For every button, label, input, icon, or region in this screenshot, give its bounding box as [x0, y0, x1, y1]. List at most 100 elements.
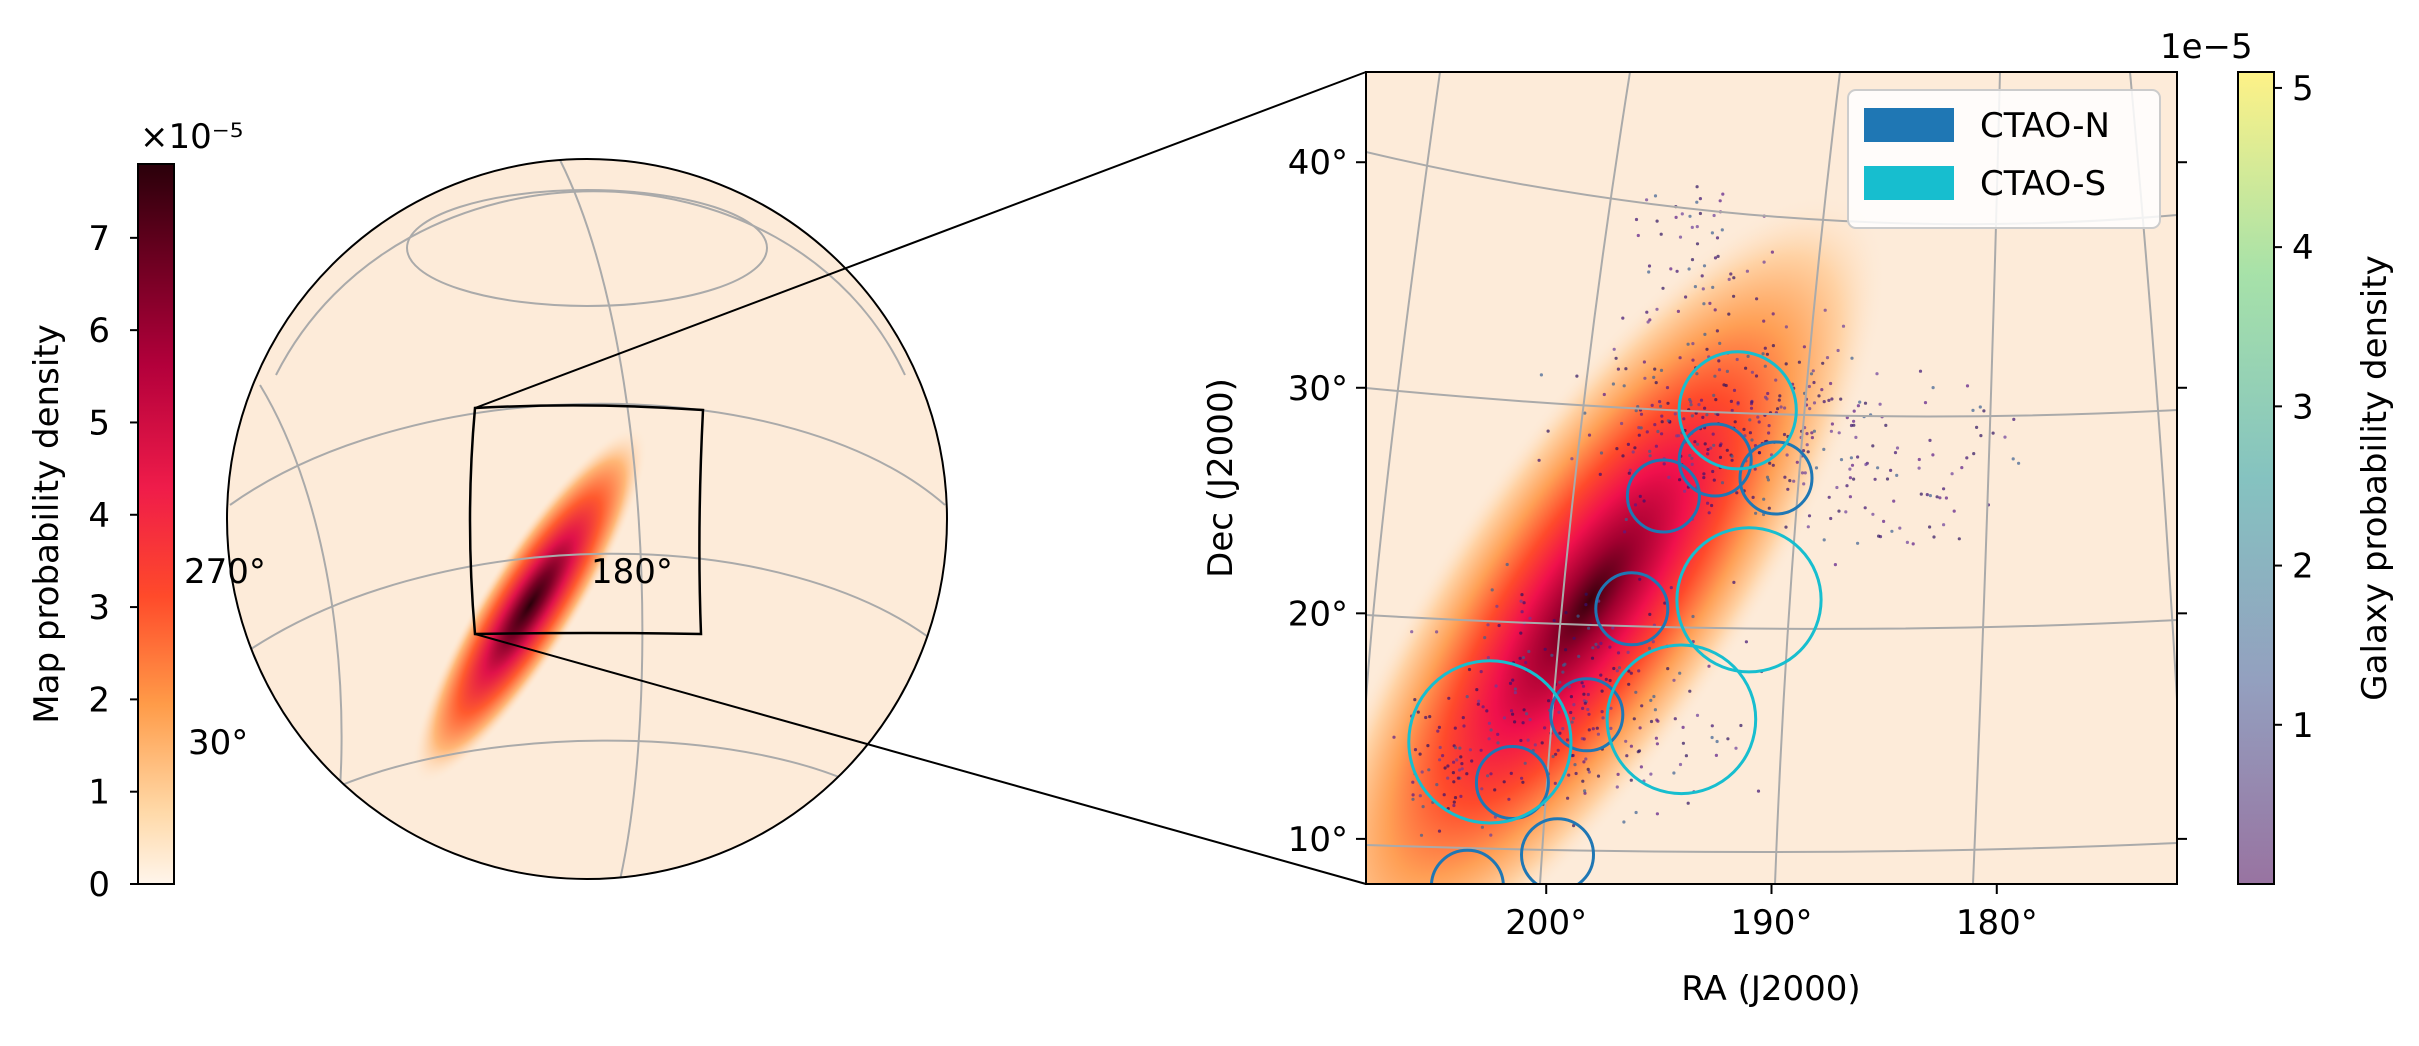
- galaxy-point: [1441, 754, 1445, 758]
- galaxy-point: [1931, 453, 1935, 457]
- galaxy-point: [1767, 506, 1771, 510]
- galaxy-point: [1757, 420, 1761, 424]
- map-colorbar-tick-label: 5: [88, 403, 110, 443]
- galaxy-point: [1783, 406, 1787, 410]
- galaxy-point: [1418, 752, 1422, 756]
- galaxy-point: [1701, 287, 1705, 291]
- galaxy-point: [1581, 684, 1586, 688]
- galaxy-point: [1710, 503, 1714, 508]
- x-tick-label: 190°: [1731, 903, 1813, 943]
- galaxy-point: [1928, 494, 1932, 498]
- galaxy-point: [1817, 394, 1821, 398]
- globe-label-30: 30°: [188, 723, 248, 763]
- galaxy-point: [1586, 767, 1590, 772]
- galaxy-point: [1596, 645, 1600, 649]
- galaxy-point: [1637, 426, 1641, 430]
- galaxy-point: [1587, 433, 1592, 437]
- galaxy-point: [1979, 434, 1983, 438]
- galaxy-point: [1608, 645, 1612, 649]
- galaxy-point: [1581, 779, 1585, 783]
- galaxy-point: [1462, 724, 1466, 728]
- galaxy-point: [1666, 667, 1670, 671]
- ctao-n-pointing-circle: [1520, 817, 1595, 884]
- galaxy-point: [1942, 523, 1946, 527]
- galaxy-point: [1479, 670, 1483, 674]
- galaxy-point: [1634, 217, 1639, 222]
- galaxy-point: [1762, 497, 1766, 501]
- galaxy-point: [1645, 430, 1649, 434]
- galaxy-point: [1435, 630, 1439, 634]
- galaxy-point: [1797, 360, 1801, 364]
- galaxy-point: [1599, 673, 1603, 677]
- galaxy-point: [1428, 715, 1432, 719]
- galaxy-point: [1848, 467, 1852, 471]
- legend-label-ctao-s: CTAO-S: [1980, 164, 2106, 204]
- galaxy-point: [1720, 228, 1724, 232]
- galaxy-point: [1852, 477, 1856, 481]
- legend-swatch-ctao-n: [1864, 108, 1954, 142]
- galaxy-point: [1410, 630, 1414, 634]
- galaxy-point: [1911, 542, 1915, 546]
- galaxy-point: [1823, 308, 1827, 312]
- ctao-n-pointing-circle: [1594, 571, 1670, 647]
- galaxy-point: [1481, 705, 1485, 709]
- galaxy-point: [1437, 725, 1441, 730]
- galaxy-point: [1629, 744, 1633, 748]
- galaxy-point: [1651, 640, 1655, 644]
- galaxy-point: [1917, 466, 1921, 470]
- galaxy-point: [1648, 612, 1652, 617]
- galaxy-point: [1734, 746, 1738, 750]
- galaxy-point: [1502, 716, 1507, 720]
- galaxy-point: [1766, 478, 1770, 482]
- galaxy-point: [1483, 636, 1487, 640]
- galaxy-point: [1686, 342, 1690, 346]
- galaxy-point: [1513, 691, 1517, 695]
- map-colorbar: 0 1 2 3 4 5 6 7 ×10⁻⁵ Map probability density: [27, 117, 243, 905]
- galaxy-point: [1586, 707, 1590, 712]
- galaxy-point: [1716, 412, 1720, 417]
- galaxy-point: [1436, 729, 1440, 733]
- galaxy-point: [1543, 647, 1547, 651]
- galaxy-point: [1489, 833, 1493, 837]
- galaxy-point: [1711, 432, 1715, 436]
- galaxy-point: [1520, 593, 1524, 597]
- galaxy-point: [1490, 588, 1494, 592]
- galaxy-point: [1778, 394, 1782, 398]
- galaxy-point: [1451, 771, 1455, 775]
- galaxy-point: [1863, 506, 1867, 510]
- galaxy-point: [1942, 487, 1946, 491]
- galaxy-point: [1509, 709, 1514, 713]
- galaxy-point: [1839, 458, 1844, 462]
- zoom-axis-ticks: 200° 190° 180° 10° 20° 30° 40°: [1288, 143, 2187, 943]
- galaxy-point: [1827, 398, 1831, 402]
- galaxy-point: [1521, 656, 1526, 660]
- galaxy-point: [1705, 413, 1709, 417]
- galaxy-point: [1718, 341, 1722, 345]
- galaxy-point: [1572, 824, 1576, 828]
- galaxy-point: [1653, 708, 1657, 712]
- galaxy-point: [1928, 438, 1932, 442]
- galaxy-point: [1649, 772, 1653, 776]
- galaxy-point: [1636, 233, 1640, 238]
- galaxy-point: [1525, 712, 1529, 716]
- galaxy-point: [1511, 678, 1515, 682]
- galaxy-point: [1750, 400, 1754, 404]
- galaxy-point: [1489, 728, 1493, 732]
- galaxy-point: [1854, 435, 1858, 439]
- galaxy-point: [1726, 737, 1730, 741]
- galaxy-point: [1806, 525, 1810, 529]
- galaxy-colorbar: 1 2 3 4 5 1e−5 Galaxy probability density: [2160, 27, 2395, 885]
- galaxy-point: [2017, 461, 2021, 465]
- galaxy-point: [1957, 537, 1961, 541]
- galaxy-point: [1693, 440, 1697, 444]
- galaxy-point: [1502, 780, 1506, 784]
- galaxy-point: [1639, 412, 1644, 416]
- galaxy-point: [1647, 646, 1652, 651]
- galaxy-point: [1711, 285, 1715, 289]
- galaxy-point: [1617, 666, 1622, 670]
- galaxy-point: [1689, 403, 1693, 407]
- galaxy-point: [1470, 759, 1474, 763]
- galaxy-point: [1467, 667, 1472, 672]
- galaxy-point: [1674, 215, 1678, 219]
- galaxy-point: [1950, 472, 1954, 476]
